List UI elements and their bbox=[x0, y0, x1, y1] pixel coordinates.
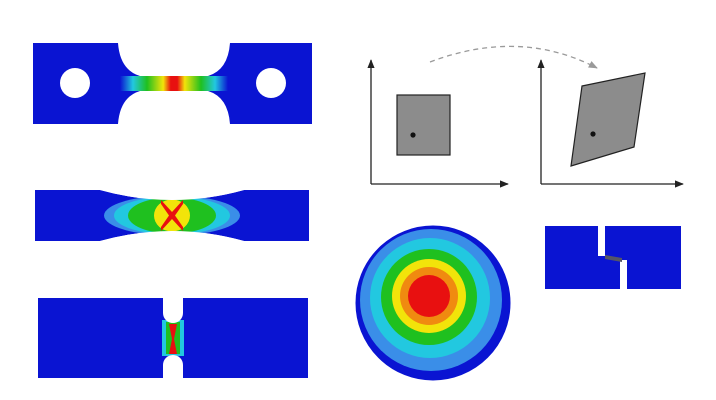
shear-deformation-schematic bbox=[367, 45, 684, 188]
notched-contour-red-x bbox=[161, 200, 183, 231]
dogbone-tensile-specimen bbox=[33, 43, 312, 124]
sheared-parallelogram bbox=[570, 72, 646, 167]
undeformed-point bbox=[410, 132, 416, 138]
deep-notch-top-slot bbox=[163, 296, 183, 323]
punch-disk-specimen bbox=[355, 225, 511, 381]
deep-notch-bottom-slot bbox=[163, 355, 183, 380]
dogbone-left-hole bbox=[60, 68, 90, 98]
notched-bottom-notch bbox=[100, 231, 244, 243]
shear-bottom-slit bbox=[620, 260, 627, 289]
dogbone-right-hole bbox=[256, 68, 286, 98]
dogbone-gauge-contour bbox=[120, 76, 228, 91]
shear-ligament bbox=[605, 255, 622, 262]
notched-tensile-specimen bbox=[35, 188, 309, 243]
sheared-point bbox=[590, 131, 596, 137]
deep-notch-specimen bbox=[38, 296, 308, 380]
transform-arrow bbox=[429, 45, 598, 69]
shear-top-slit bbox=[598, 226, 605, 256]
notched-top-notch bbox=[100, 188, 244, 200]
undeformed-square bbox=[396, 94, 451, 156]
deep-notch-contour-red bbox=[169, 324, 177, 354]
disk-band-red bbox=[408, 275, 450, 317]
disk-outline bbox=[355, 225, 511, 381]
shear-specimen bbox=[545, 226, 681, 289]
